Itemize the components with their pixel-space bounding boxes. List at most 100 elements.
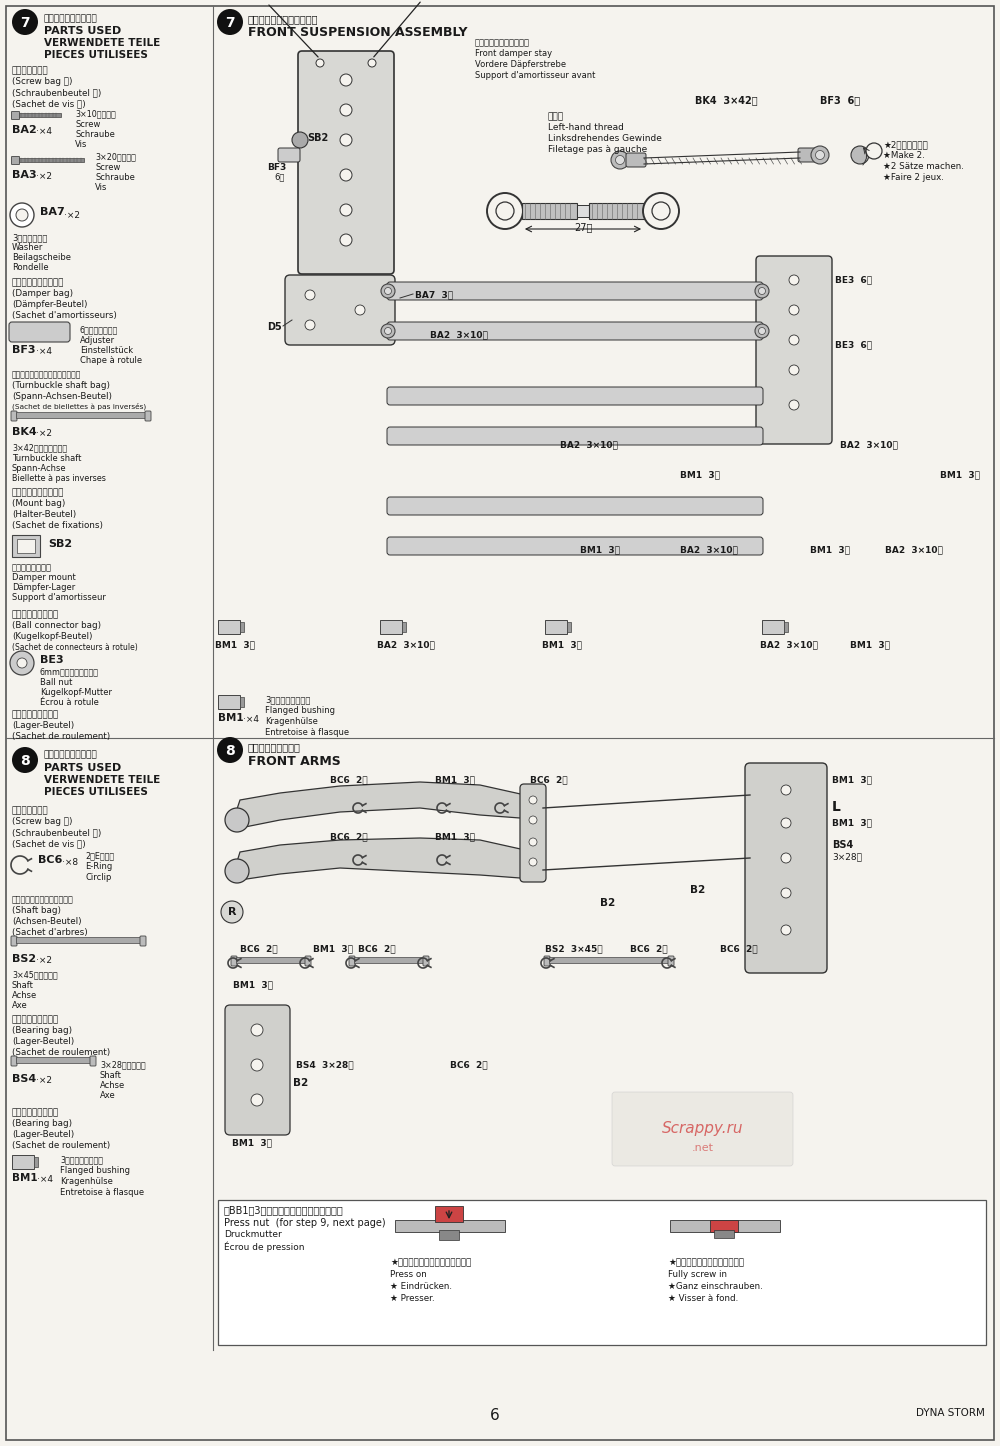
Text: (Lager-Beutel): (Lager-Beutel)	[12, 722, 74, 730]
Text: SB2: SB2	[48, 539, 72, 549]
Text: （ビス袋詰Ａ）: （ビス袋詰Ａ）	[12, 67, 49, 75]
Text: ★ Presser.: ★ Presser.	[390, 1294, 435, 1303]
Text: Schraube: Schraube	[75, 130, 115, 139]
Text: Screw: Screw	[95, 163, 120, 172]
Text: Biellette à pas inverses: Biellette à pas inverses	[12, 474, 106, 483]
Text: .net: .net	[692, 1142, 714, 1152]
Text: (Kugelkopf-Beutel): (Kugelkopf-Beutel)	[12, 632, 92, 641]
Text: R: R	[228, 907, 236, 917]
Text: （ベアリング袋詰）: （ベアリング袋詰）	[12, 710, 59, 719]
Bar	[549, 957, 669, 963]
FancyBboxPatch shape	[305, 956, 311, 966]
Circle shape	[851, 146, 869, 163]
Text: (Sachet de vis ⓐ): (Sachet de vis ⓐ)	[12, 98, 86, 108]
Bar	[19, 158, 84, 162]
Circle shape	[340, 234, 352, 246]
Text: BC6  2㎜: BC6 2㎜	[720, 944, 758, 953]
Text: BS2  3×45㎜: BS2 3×45㎜	[545, 944, 603, 953]
Text: ★Ganz einschrauben.: ★Ganz einschrauben.	[668, 1283, 763, 1291]
Circle shape	[781, 818, 791, 829]
Text: ·×2: ·×2	[36, 172, 52, 181]
Circle shape	[368, 59, 376, 67]
Bar	[354, 957, 424, 963]
Bar	[16, 412, 146, 418]
FancyBboxPatch shape	[11, 411, 17, 421]
Text: BM1  3㎜: BM1 3㎜	[232, 1138, 272, 1147]
Circle shape	[340, 74, 352, 85]
Bar	[380, 620, 402, 633]
Text: Damper mount: Damper mount	[12, 573, 76, 581]
Text: (Ball connector bag): (Ball connector bag)	[12, 620, 101, 630]
Text: Kragenhülse: Kragenhülse	[60, 1177, 113, 1186]
Text: 6㎜: 6㎜	[274, 172, 284, 181]
Text: B2: B2	[690, 885, 705, 895]
Text: BK4  3×42㎜: BK4 3×42㎜	[695, 95, 758, 106]
Text: ★2個作ります。: ★2個作ります。	[883, 140, 928, 149]
Text: BA2  3×10㎜: BA2 3×10㎜	[560, 440, 618, 450]
Bar	[218, 696, 240, 709]
Text: BM1: BM1	[12, 1173, 38, 1183]
Text: FRONT SUSPENSION ASSEMBLY: FRONT SUSPENSION ASSEMBLY	[248, 26, 468, 39]
FancyBboxPatch shape	[225, 1005, 290, 1135]
Text: BS2: BS2	[12, 954, 36, 964]
Text: 7: 7	[225, 16, 235, 30]
Text: BA2  3×10㎜: BA2 3×10㎜	[680, 545, 738, 554]
Text: Filetage pas à gauche: Filetage pas à gauche	[548, 145, 647, 155]
Bar	[710, 1220, 738, 1232]
Text: Front damper stay: Front damper stay	[475, 49, 552, 58]
FancyBboxPatch shape	[387, 322, 763, 340]
FancyBboxPatch shape	[278, 147, 300, 162]
Text: Achse: Achse	[100, 1082, 125, 1090]
Circle shape	[811, 146, 829, 163]
Circle shape	[12, 748, 38, 774]
Text: （ピロボール袋詰）: （ピロボール袋詰）	[12, 610, 59, 619]
FancyBboxPatch shape	[140, 936, 146, 946]
Text: FRONT ARMS: FRONT ARMS	[248, 755, 341, 768]
FancyBboxPatch shape	[387, 427, 763, 445]
Text: 〈フロントバルクヘッド〉: 〈フロントバルクヘッド〉	[248, 14, 318, 25]
Circle shape	[16, 210, 28, 221]
Text: 6mmピロボールナット: 6mmピロボールナット	[40, 667, 99, 675]
Circle shape	[781, 785, 791, 795]
Text: Support d'amortisseur: Support d'amortisseur	[12, 593, 106, 602]
Text: ·×4: ·×4	[243, 714, 259, 724]
Text: BC6  2㎜: BC6 2㎜	[358, 944, 396, 953]
Circle shape	[217, 9, 243, 35]
Circle shape	[340, 104, 352, 116]
Text: BA7  3㎜: BA7 3㎜	[415, 291, 453, 299]
Text: PARTS USED: PARTS USED	[44, 26, 121, 36]
FancyBboxPatch shape	[12, 111, 20, 120]
Text: (Sachet de connecteurs à rotule): (Sachet de connecteurs à rotule)	[12, 643, 138, 652]
Text: 逆ネジ: 逆ネジ	[548, 111, 564, 121]
FancyBboxPatch shape	[668, 956, 674, 966]
Text: BC6  2㎜: BC6 2㎜	[450, 1060, 488, 1069]
FancyBboxPatch shape	[745, 763, 827, 973]
Text: 8: 8	[225, 745, 235, 758]
Circle shape	[251, 1058, 263, 1071]
Circle shape	[251, 1095, 263, 1106]
Circle shape	[225, 808, 249, 831]
Bar	[240, 697, 244, 707]
Text: BA2  3×10㎜: BA2 3×10㎜	[760, 641, 818, 649]
Bar	[567, 622, 571, 632]
Text: Einstellstück: Einstellstück	[80, 346, 133, 356]
FancyBboxPatch shape	[90, 1056, 96, 1066]
Polygon shape	[235, 839, 530, 881]
Text: BC6  2㎜: BC6 2㎜	[330, 831, 368, 842]
Circle shape	[789, 335, 799, 346]
Text: (Damper bag): (Damper bag)	[12, 289, 73, 298]
FancyBboxPatch shape	[387, 497, 763, 515]
Bar	[19, 113, 61, 117]
Text: 3㎜フランジメタル: 3㎜フランジメタル	[60, 1155, 103, 1164]
Bar	[762, 620, 784, 633]
Text: 3×45㎜シャフト: 3×45㎜シャフト	[12, 970, 58, 979]
Circle shape	[340, 204, 352, 215]
Circle shape	[781, 888, 791, 898]
Text: BS4: BS4	[12, 1074, 36, 1084]
Text: BK4: BK4	[12, 427, 37, 437]
Bar	[784, 622, 788, 632]
Text: (Dämpfer-Beutel): (Dämpfer-Beutel)	[12, 299, 88, 309]
Text: BA3: BA3	[12, 171, 37, 179]
Circle shape	[217, 737, 243, 763]
Text: (Sachet de fixations): (Sachet de fixations)	[12, 521, 103, 531]
